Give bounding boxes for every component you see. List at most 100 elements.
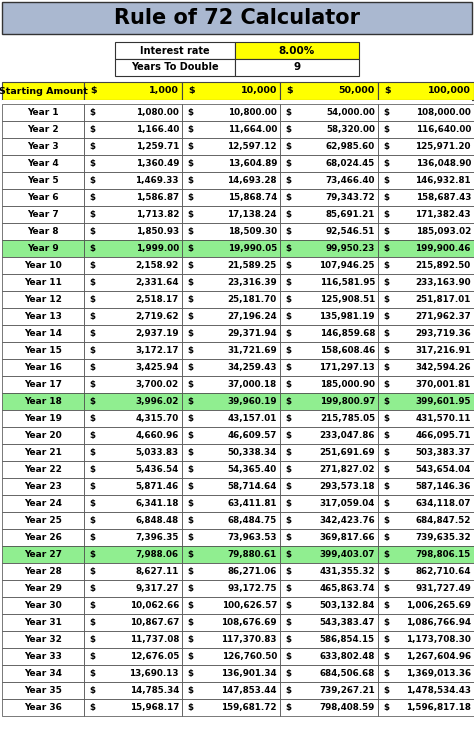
Bar xyxy=(280,393,378,410)
Text: $: $ xyxy=(383,210,389,219)
Text: 798,806.15: 798,806.15 xyxy=(416,550,471,559)
Text: $: $ xyxy=(89,584,95,593)
Text: $: $ xyxy=(187,397,193,406)
Text: $: $ xyxy=(383,176,389,185)
Text: 135,981.19: 135,981.19 xyxy=(319,312,375,321)
Text: $: $ xyxy=(187,414,193,423)
Text: 862,710.64: 862,710.64 xyxy=(416,567,471,576)
Text: 21,589.25: 21,589.25 xyxy=(228,261,277,270)
Text: $: $ xyxy=(285,465,291,474)
Text: $: $ xyxy=(285,261,291,270)
Text: $: $ xyxy=(187,635,193,644)
Text: $: $ xyxy=(187,278,193,287)
Bar xyxy=(84,648,182,665)
Text: 50,338.34: 50,338.34 xyxy=(228,448,277,457)
Bar xyxy=(378,461,474,478)
Bar xyxy=(280,495,378,512)
Bar xyxy=(84,172,182,189)
Bar xyxy=(2,580,84,597)
Text: 587,146.36: 587,146.36 xyxy=(416,482,471,491)
Text: 466,095.71: 466,095.71 xyxy=(416,431,471,440)
Text: $: $ xyxy=(89,346,95,355)
Text: $: $ xyxy=(187,108,193,117)
Bar xyxy=(2,597,84,614)
Text: Year 17: Year 17 xyxy=(24,380,62,389)
Bar xyxy=(115,59,235,76)
Bar xyxy=(182,121,280,138)
Bar xyxy=(280,223,378,240)
Bar xyxy=(84,376,182,393)
Text: 633,802.48: 633,802.48 xyxy=(319,652,375,661)
Bar xyxy=(280,138,378,155)
Text: 108,676.69: 108,676.69 xyxy=(221,618,277,627)
Text: 14,693.28: 14,693.28 xyxy=(228,176,277,185)
Text: $: $ xyxy=(89,312,95,321)
Bar xyxy=(378,138,474,155)
Bar xyxy=(84,138,182,155)
Bar xyxy=(182,461,280,478)
Text: $: $ xyxy=(285,652,291,661)
Text: 146,932.81: 146,932.81 xyxy=(415,176,471,185)
Text: 126,760.50: 126,760.50 xyxy=(222,652,277,661)
Text: 68,484.75: 68,484.75 xyxy=(228,516,277,525)
Text: 586,854.15: 586,854.15 xyxy=(320,635,375,644)
Bar xyxy=(2,121,84,138)
Text: 92,546.51: 92,546.51 xyxy=(326,227,375,236)
Text: Year 5: Year 5 xyxy=(27,176,59,185)
Text: 317,059.04: 317,059.04 xyxy=(319,499,375,508)
Bar xyxy=(2,257,84,274)
Text: 431,570.11: 431,570.11 xyxy=(416,414,471,423)
Text: Year 9: Year 9 xyxy=(27,244,59,253)
Text: $: $ xyxy=(89,363,95,372)
Text: Year 13: Year 13 xyxy=(24,312,62,321)
Text: $: $ xyxy=(285,584,291,593)
Text: 86,271.06: 86,271.06 xyxy=(228,567,277,576)
Text: Years To Double: Years To Double xyxy=(131,62,219,72)
Text: Year 23: Year 23 xyxy=(24,482,62,491)
Text: Year 35: Year 35 xyxy=(24,686,62,695)
Bar xyxy=(378,665,474,682)
Bar xyxy=(2,563,84,580)
Text: 23,316.39: 23,316.39 xyxy=(228,278,277,287)
Text: Year 26: Year 26 xyxy=(24,533,62,542)
Text: 684,847.52: 684,847.52 xyxy=(416,516,471,525)
Text: 39,960.19: 39,960.19 xyxy=(228,397,277,406)
Text: 233,163.90: 233,163.90 xyxy=(415,278,471,287)
Text: 185,000.90: 185,000.90 xyxy=(320,380,375,389)
Text: $: $ xyxy=(285,618,291,627)
Text: 85,691.21: 85,691.21 xyxy=(326,210,375,219)
Text: $: $ xyxy=(187,652,193,661)
Bar xyxy=(84,325,182,342)
Bar xyxy=(280,699,378,716)
Text: $: $ xyxy=(89,499,95,508)
Text: $: $ xyxy=(285,312,291,321)
Text: 15,968.17: 15,968.17 xyxy=(129,703,179,712)
Text: Year 36: Year 36 xyxy=(24,703,62,712)
Bar xyxy=(182,444,280,461)
Bar xyxy=(84,478,182,495)
Text: 4,315.70: 4,315.70 xyxy=(136,414,179,423)
Bar xyxy=(378,104,474,121)
Text: $: $ xyxy=(187,193,193,202)
Bar xyxy=(2,342,84,359)
Bar xyxy=(2,427,84,444)
Text: $: $ xyxy=(383,142,389,151)
Text: 4,660.96: 4,660.96 xyxy=(136,431,179,440)
Text: 73,963.53: 73,963.53 xyxy=(228,533,277,542)
Bar xyxy=(378,427,474,444)
Text: $: $ xyxy=(187,584,193,593)
Text: 10,000: 10,000 xyxy=(241,86,277,96)
Text: $: $ xyxy=(187,499,193,508)
Bar xyxy=(182,563,280,580)
Text: $: $ xyxy=(187,703,193,712)
Bar xyxy=(280,410,378,427)
Bar xyxy=(280,614,378,631)
Bar xyxy=(84,121,182,138)
Bar xyxy=(2,206,84,223)
Text: 11,664.00: 11,664.00 xyxy=(228,125,277,134)
Bar xyxy=(378,563,474,580)
Text: $: $ xyxy=(383,550,389,559)
Text: Year 30: Year 30 xyxy=(24,601,62,610)
Text: $: $ xyxy=(187,176,193,185)
Text: 1,086,766.94: 1,086,766.94 xyxy=(406,618,471,627)
